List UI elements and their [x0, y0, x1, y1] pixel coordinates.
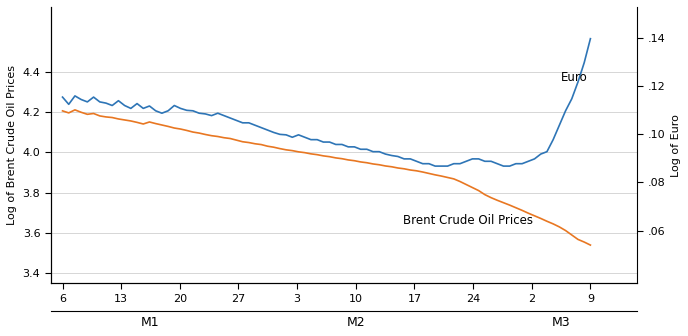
- Y-axis label: Log of Brent Crude Oil Prices: Log of Brent Crude Oil Prices: [7, 65, 17, 225]
- Text: Euro: Euro: [561, 71, 588, 84]
- Y-axis label: Log of Euro: Log of Euro: [671, 114, 681, 177]
- Text: Brent Crude Oil Prices: Brent Crude Oil Prices: [402, 214, 533, 227]
